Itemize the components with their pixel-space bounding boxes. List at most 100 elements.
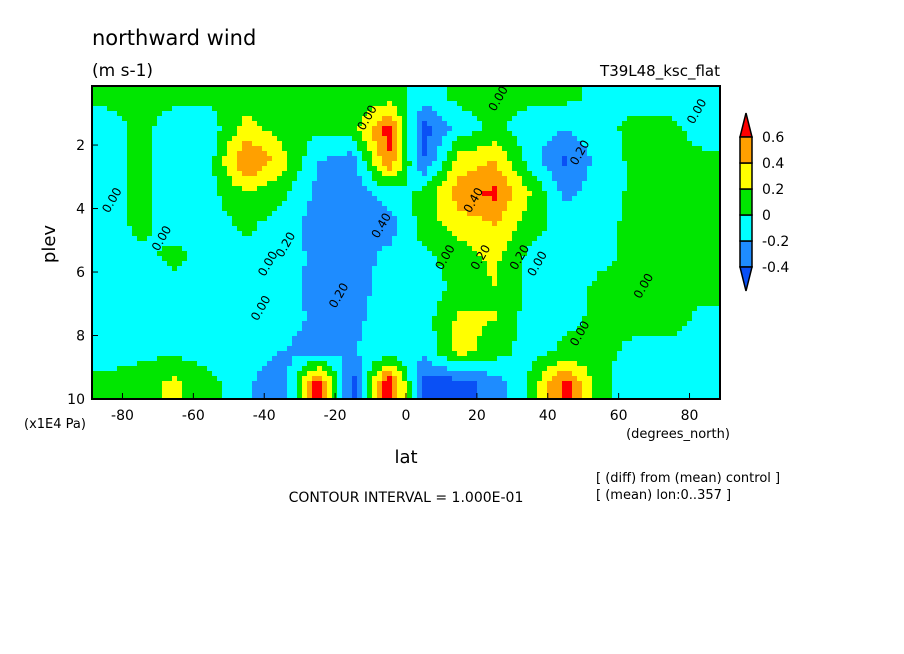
contour-cell — [142, 206, 148, 212]
contour-cell — [357, 251, 363, 257]
contour-cell — [387, 136, 393, 142]
contour-cell — [537, 131, 543, 137]
contour-cell — [567, 131, 573, 137]
contour-cell — [647, 116, 653, 122]
contour-cell — [592, 111, 598, 117]
contour-cell — [712, 251, 718, 257]
contour-cell — [377, 161, 383, 167]
contour-cell — [132, 276, 138, 282]
contour-cell — [617, 106, 623, 112]
contour-cell — [162, 226, 168, 232]
contour-cell — [512, 176, 518, 182]
contour-cell — [552, 221, 558, 227]
contour-cell — [577, 136, 583, 142]
contour-cell — [252, 241, 258, 247]
contour-cell — [597, 166, 603, 172]
contour-cell — [532, 101, 538, 107]
contour-cell — [672, 86, 678, 92]
contour-cell — [262, 201, 268, 207]
contour-cell — [677, 181, 683, 187]
contour-cell — [442, 196, 448, 202]
contour-cell — [302, 271, 308, 277]
contour-cell — [717, 261, 721, 267]
contour-cell — [562, 166, 568, 172]
contour-cell — [592, 251, 598, 257]
contour-cell — [112, 191, 118, 197]
contour-cell — [367, 201, 373, 207]
contour-cell — [632, 86, 638, 92]
contour-cell — [237, 281, 243, 287]
contour-cell — [692, 126, 698, 132]
contour-cell — [707, 201, 713, 207]
contour-cell — [377, 151, 383, 157]
contour-cell — [132, 236, 138, 242]
contour-cell — [682, 156, 688, 162]
contour-cell — [702, 156, 708, 162]
contour-cell — [167, 176, 173, 182]
contour-cell — [262, 171, 268, 177]
contour-cell — [352, 101, 358, 107]
contour-cell — [497, 161, 503, 167]
contour-cell — [312, 161, 318, 167]
contour-cell — [322, 231, 328, 237]
contour-cell — [457, 261, 463, 267]
contour-cell — [162, 201, 168, 207]
contour-cell — [277, 96, 283, 102]
contour-cell — [537, 146, 543, 152]
contour-cell — [697, 181, 703, 187]
contour-cell — [262, 161, 268, 167]
contour-cell — [687, 256, 693, 262]
contour-cell — [107, 161, 113, 167]
contour-cell — [222, 166, 228, 172]
contour-cell — [637, 136, 643, 142]
contour-cell — [487, 151, 493, 157]
contour-cell — [322, 266, 328, 272]
contour-cell — [132, 111, 138, 117]
contour-cell — [622, 251, 628, 257]
contour-cell — [227, 261, 233, 267]
contour-cell — [357, 241, 363, 247]
contour-cell — [707, 186, 713, 192]
contour-cell — [607, 181, 613, 187]
contour-cell — [222, 251, 228, 257]
contour-cell — [172, 96, 178, 102]
contour-cell — [712, 126, 718, 132]
contour-cell — [277, 261, 283, 267]
contour-cell — [317, 116, 323, 122]
contour-cell — [122, 126, 128, 132]
contour-cell — [687, 236, 693, 242]
contour-cell — [197, 241, 203, 247]
contour-cell — [147, 171, 153, 177]
contour-cell — [102, 191, 108, 197]
contour-cell — [332, 241, 338, 247]
contour-cell — [362, 281, 368, 287]
contour-cell — [182, 206, 188, 212]
contour-cell — [497, 221, 503, 227]
contour-cell — [667, 101, 673, 107]
contour-cell — [377, 246, 383, 252]
contour-cell — [182, 111, 188, 117]
contour-cell — [472, 161, 478, 167]
contour-cell — [697, 86, 703, 92]
contour-cell — [492, 241, 498, 247]
contour-cell — [172, 176, 178, 182]
contour-cell — [337, 136, 343, 142]
contour-cell — [462, 271, 468, 277]
contour-cell — [342, 206, 348, 212]
contour-cell — [507, 181, 513, 187]
contour-cell — [567, 156, 573, 162]
contour-cell — [377, 166, 383, 172]
contour-cell — [367, 276, 373, 282]
contour-cell — [312, 221, 318, 227]
contour-cell — [122, 231, 128, 237]
contour-cell — [227, 111, 233, 117]
contour-cell — [567, 221, 573, 227]
contour-cell — [362, 196, 368, 202]
contour-cell — [147, 186, 153, 192]
contour-cell — [557, 126, 563, 132]
contour-cell — [302, 191, 308, 197]
contour-cell — [347, 141, 353, 147]
contour-cell — [617, 226, 623, 232]
contour-cell — [607, 91, 613, 97]
contour-cell — [492, 116, 498, 122]
